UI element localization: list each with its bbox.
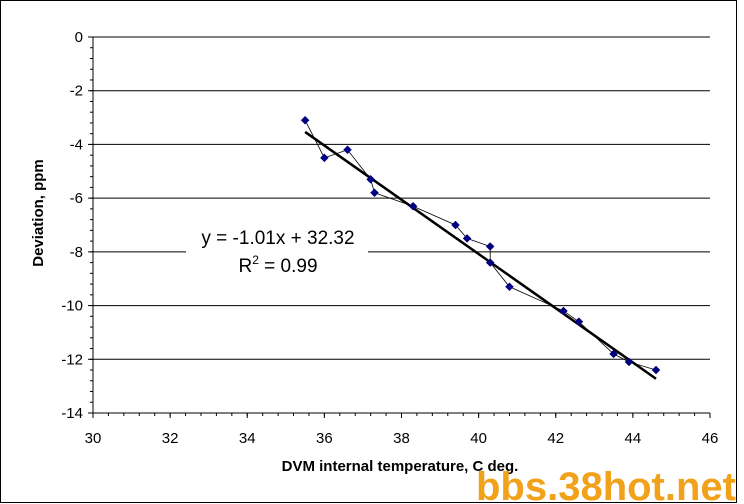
x-tick-label-3: 36 <box>316 430 333 447</box>
y-tick-label-1: -2 <box>70 83 83 100</box>
data-point-13 <box>609 349 618 359</box>
x-tick-label-6: 42 <box>547 430 564 447</box>
y-tick-label-0: 0 <box>75 29 83 46</box>
data-point-0 <box>300 115 310 125</box>
y-tick-label-4: -8 <box>70 244 83 261</box>
y-tick-label-3: -6 <box>70 190 83 207</box>
x-tick-label-4: 38 <box>393 430 410 447</box>
trend-equation: y = -1.01x + 32.32 <box>201 228 354 249</box>
watermark-text: bbs.38hot.net <box>476 465 736 504</box>
x-axis-title: DVM internal temperature, C deg. <box>282 458 519 475</box>
x-tick-label-5: 40 <box>470 430 487 447</box>
data-point-8 <box>485 242 495 251</box>
r-squared-prefix: R <box>238 256 252 277</box>
plot-area <box>93 37 710 413</box>
data-point-4 <box>370 188 379 198</box>
data-point-1 <box>320 153 329 163</box>
y-tick-label-7: -14 <box>61 405 83 422</box>
y-tick-label-2: -4 <box>70 136 83 153</box>
x-tick-label-0: 30 <box>85 430 102 447</box>
y-tick-label-6: -12 <box>61 351 83 368</box>
data-point-15 <box>651 365 661 375</box>
data-point-11 <box>559 306 568 316</box>
data-point-6 <box>451 220 460 230</box>
data-point-2 <box>343 145 352 155</box>
x-axis-ticks: 30 32 34 36 38 40 42 44 46 <box>85 413 719 447</box>
x-tick-label-2: 34 <box>239 430 256 447</box>
x-tick-label-8: 46 <box>702 430 719 447</box>
r-squared-label: R2 = 0.99 <box>238 253 317 277</box>
linear-trendline <box>304 130 657 380</box>
r-squared-value: = 0.99 <box>259 256 318 277</box>
series-points <box>300 115 661 375</box>
x-tick-label-1: 32 <box>162 430 179 447</box>
data-point-7 <box>462 234 472 243</box>
x-tick-label-7: 44 <box>625 430 642 447</box>
y-tick-label-5: -10 <box>61 298 83 315</box>
data-point-3 <box>366 174 376 184</box>
equation-box <box>186 224 368 282</box>
y-axis-title: Deviation, ppm <box>30 159 47 267</box>
trendline-group <box>304 130 657 380</box>
y-axis-ticks: 0 -2 -4 -6 -8 -10 -12 -14 <box>61 29 93 422</box>
data-point-5 <box>408 201 418 211</box>
data-point-9 <box>485 258 495 267</box>
r-squared-superscript: 2 <box>252 253 259 267</box>
data-point-10 <box>505 282 514 292</box>
data-point-14 <box>624 357 634 367</box>
data-point-12 <box>574 317 584 327</box>
